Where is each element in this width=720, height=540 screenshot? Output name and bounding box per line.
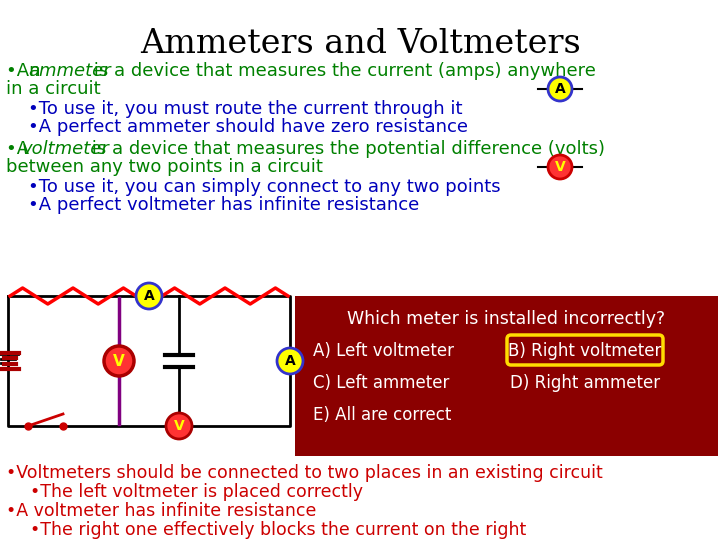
Text: ammeter: ammeter xyxy=(28,62,111,80)
Text: V: V xyxy=(554,160,565,174)
Text: A: A xyxy=(284,354,295,368)
Text: voltmeter: voltmeter xyxy=(22,140,109,158)
Circle shape xyxy=(166,413,192,439)
Circle shape xyxy=(548,77,572,101)
Text: •A voltmeter has infinite resistance: •A voltmeter has infinite resistance xyxy=(6,502,316,520)
Text: •An: •An xyxy=(6,62,46,80)
Text: •To use it, you must route the current through it: •To use it, you must route the current t… xyxy=(28,100,462,118)
Text: between any two points in a circuit: between any two points in a circuit xyxy=(6,158,323,176)
Text: V: V xyxy=(174,419,184,433)
Text: Ammeters and Voltmeters: Ammeters and Voltmeters xyxy=(140,28,580,60)
Text: Which meter is installed incorrectly?: Which meter is installed incorrectly? xyxy=(348,310,665,328)
Text: •The left voltmeter is placed correctly: •The left voltmeter is placed correctly xyxy=(30,483,363,501)
FancyBboxPatch shape xyxy=(295,296,718,456)
Circle shape xyxy=(548,155,572,179)
Circle shape xyxy=(277,348,303,374)
Text: •The right one effectively blocks the current on the right: •The right one effectively blocks the cu… xyxy=(30,521,526,539)
Text: A: A xyxy=(143,289,154,303)
Text: •A perfect voltmeter has infinite resistance: •A perfect voltmeter has infinite resist… xyxy=(28,196,419,214)
Text: •A: •A xyxy=(6,140,35,158)
Text: is a device that measures the potential difference (volts): is a device that measures the potential … xyxy=(86,140,605,158)
Text: •Voltmeters should be connected to two places in an existing circuit: •Voltmeters should be connected to two p… xyxy=(6,464,603,482)
Circle shape xyxy=(104,346,134,376)
Text: •To use it, you can simply connect to any two points: •To use it, you can simply connect to an… xyxy=(28,178,500,196)
Text: D) Right ammeter: D) Right ammeter xyxy=(510,374,660,392)
Text: A) Left voltmeter: A) Left voltmeter xyxy=(313,342,454,360)
Text: V: V xyxy=(113,354,125,368)
Text: •A perfect ammeter should have zero resistance: •A perfect ammeter should have zero resi… xyxy=(28,118,468,136)
Circle shape xyxy=(136,283,162,309)
Text: is a device that measures the current (amps) anywhere: is a device that measures the current (a… xyxy=(88,62,596,80)
Text: B) Right voltmeter: B) Right voltmeter xyxy=(508,342,662,360)
Text: C) Left ammeter: C) Left ammeter xyxy=(313,374,449,392)
Text: E) All are correct: E) All are correct xyxy=(313,406,451,424)
Text: in a circuit: in a circuit xyxy=(6,80,101,98)
Text: A: A xyxy=(554,82,565,96)
